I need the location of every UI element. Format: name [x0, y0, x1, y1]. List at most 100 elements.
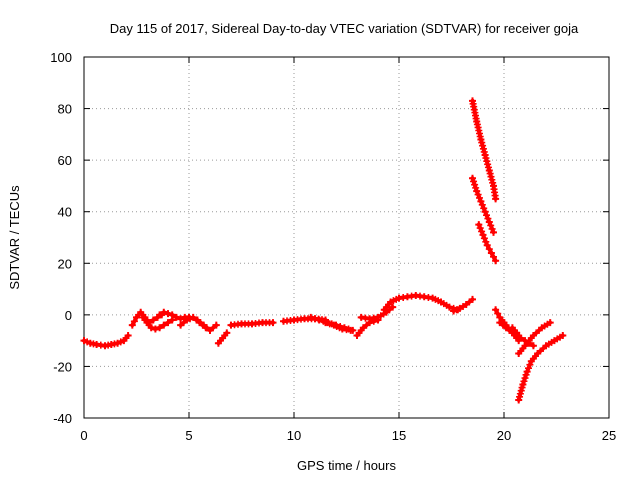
data-marker	[519, 344, 527, 352]
series-arc-22	[515, 319, 554, 358]
y-tick-label: -40	[53, 411, 72, 426]
data-marker	[518, 384, 526, 392]
data-point	[160, 321, 168, 329]
data-point	[483, 241, 491, 249]
data-point	[485, 218, 493, 226]
data-marker	[476, 194, 483, 202]
data-marker	[532, 352, 539, 360]
data-marker	[539, 344, 547, 352]
data-marker	[145, 321, 153, 329]
data-point	[492, 257, 500, 265]
data-marker	[234, 320, 242, 328]
data-point	[156, 324, 164, 332]
data-marker	[511, 326, 518, 334]
data-marker	[526, 361, 534, 369]
series-arc-18	[475, 221, 500, 265]
data-marker	[483, 211, 490, 219]
series-arc-7	[214, 329, 231, 347]
data-point	[469, 174, 476, 182]
data-marker	[221, 331, 229, 339]
grid	[84, 57, 609, 418]
data-marker	[471, 181, 479, 189]
data-point	[177, 315, 185, 323]
data-marker	[478, 227, 486, 235]
data-point	[156, 311, 164, 319]
data-marker	[521, 374, 529, 382]
data-marker	[326, 320, 334, 328]
data-marker	[478, 201, 486, 209]
data-point	[80, 337, 88, 345]
data-marker	[197, 319, 205, 327]
data-marker	[525, 364, 532, 372]
data-point	[450, 307, 458, 315]
x-tick-label: 15	[392, 428, 406, 443]
data-point	[322, 319, 329, 327]
chart-title: Day 115 of 2017, Sidereal Day-to-day VTE…	[110, 21, 579, 36]
data-marker	[255, 319, 263, 327]
data-marker	[311, 315, 319, 323]
data-point	[479, 231, 487, 239]
data-marker	[110, 340, 118, 348]
x-axis-label: GPS time / hours	[297, 458, 396, 473]
data-marker	[488, 225, 496, 233]
data-marker	[480, 148, 488, 156]
data-marker	[104, 341, 112, 349]
data-marker	[527, 334, 535, 342]
data-point	[477, 197, 485, 205]
series-arc-11	[322, 319, 355, 334]
series-arc-3	[139, 313, 176, 333]
data-marker	[480, 204, 488, 212]
data-marker	[465, 298, 473, 306]
data-marker	[297, 315, 305, 323]
axis-ticks	[83, 56, 610, 419]
data-point	[523, 368, 531, 376]
data-marker	[487, 221, 495, 229]
data-marker	[482, 238, 490, 246]
data-marker	[472, 184, 480, 192]
data-marker	[141, 316, 149, 324]
data-marker	[392, 295, 400, 303]
data-marker	[459, 302, 467, 310]
data-point	[490, 228, 497, 236]
data-marker	[217, 337, 224, 345]
data-marker	[97, 341, 105, 349]
data-marker	[89, 340, 97, 348]
data-point	[307, 313, 315, 321]
data-marker	[186, 315, 194, 323]
data-marker	[266, 319, 273, 327]
data-point	[128, 321, 136, 329]
y-tick-label: 40	[58, 205, 72, 220]
x-tick-label: 10	[287, 428, 301, 443]
data-point	[529, 342, 537, 350]
data-marker	[245, 320, 252, 328]
data-points	[80, 97, 567, 404]
data-point	[164, 319, 172, 327]
data-marker	[522, 371, 530, 379]
data-marker	[484, 215, 492, 223]
data-marker	[336, 324, 343, 332]
data-marker	[203, 324, 211, 332]
series-arc-13	[357, 303, 397, 323]
series-arc-14	[380, 292, 462, 314]
data-marker	[470, 177, 478, 185]
data-marker	[548, 338, 556, 346]
data-marker	[499, 321, 507, 329]
data-point	[151, 325, 159, 333]
data-marker	[484, 163, 492, 171]
data-marker	[424, 293, 432, 301]
y-tick-label: 60	[58, 153, 72, 168]
data-marker	[434, 297, 442, 305]
data-point	[492, 306, 500, 314]
data-marker	[180, 319, 188, 327]
x-tick-label: 5	[185, 428, 192, 443]
data-marker	[117, 338, 125, 346]
data-marker	[556, 333, 564, 341]
series-arc-1	[80, 331, 132, 350]
y-tick-label: 20	[58, 256, 72, 271]
data-marker	[362, 321, 370, 329]
y-tick-label: 0	[65, 308, 72, 323]
data-point	[160, 308, 168, 316]
x-tick-label: 25	[602, 428, 616, 443]
